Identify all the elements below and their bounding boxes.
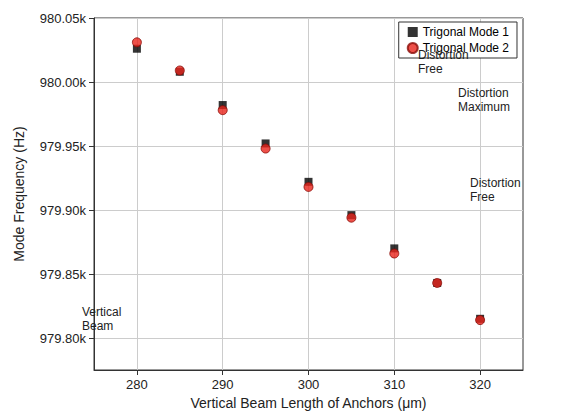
svg-text:979.80k: 979.80k xyxy=(40,331,87,346)
svg-text:979.95k: 979.95k xyxy=(40,139,87,154)
svg-text:310: 310 xyxy=(383,377,405,392)
svg-text:280: 280 xyxy=(126,377,148,392)
svg-text:320: 320 xyxy=(469,377,491,392)
svg-text:Beam: Beam xyxy=(82,319,113,333)
svg-text:Trigonal Mode 1: Trigonal Mode 1 xyxy=(423,25,510,39)
svg-text:979.90k: 979.90k xyxy=(40,203,87,218)
svg-text:980.05k: 980.05k xyxy=(40,11,87,26)
svg-text:Vertical: Vertical xyxy=(82,305,121,319)
svg-text:Mode Frequency (Hz): Mode Frequency (Hz) xyxy=(11,126,27,261)
svg-text:980.00k: 980.00k xyxy=(40,75,87,90)
svg-text:Distortion: Distortion xyxy=(458,86,509,100)
svg-text:Free: Free xyxy=(470,190,495,204)
svg-text:Vertical Beam Length of Anchor: Vertical Beam Length of Anchors (μm) xyxy=(190,395,426,411)
svg-text:290: 290 xyxy=(212,377,234,392)
svg-text:Free: Free xyxy=(418,62,443,76)
svg-text:Distortion: Distortion xyxy=(470,176,521,190)
svg-text:979.85k: 979.85k xyxy=(40,267,87,282)
svg-text:300: 300 xyxy=(298,377,320,392)
svg-text:Maximum: Maximum xyxy=(458,100,510,114)
svg-text:Distortion: Distortion xyxy=(418,48,469,62)
